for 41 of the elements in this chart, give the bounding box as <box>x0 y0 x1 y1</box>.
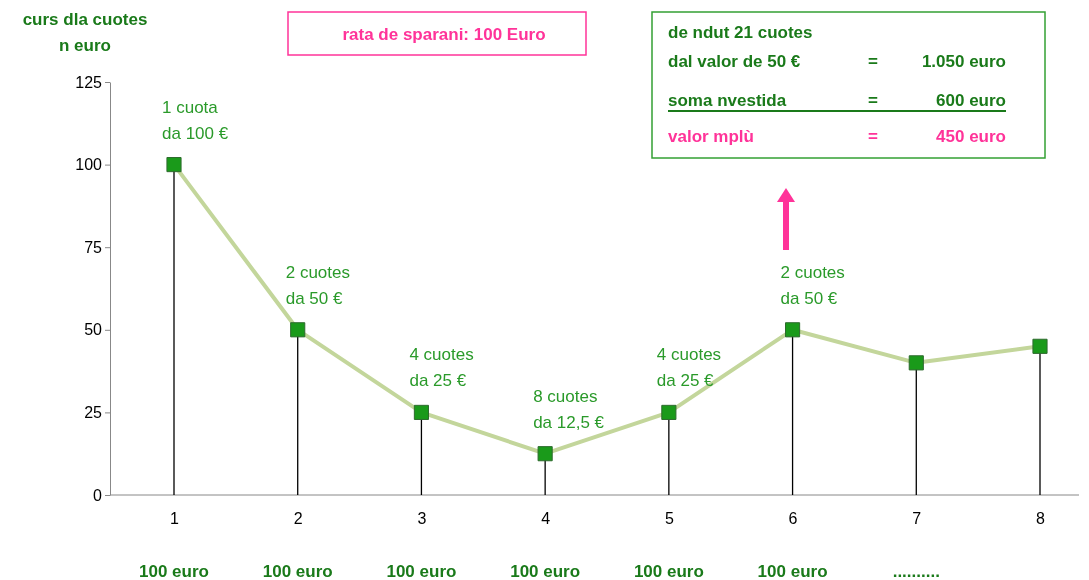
y-tick-label: 0 <box>93 486 103 504</box>
y-axis-title: curs dla cuotes n euro <box>22 10 148 55</box>
text: 100 euro <box>139 562 209 580</box>
text: rata de sparani: 100 Euro <box>342 25 546 44</box>
text: .......... <box>892 562 940 580</box>
text: dal valor de 50 € = 1.050 euro <box>668 52 1006 71</box>
text: 100 euro <box>633 562 704 580</box>
text: soma nvestida = 600 euro <box>668 91 1006 110</box>
y-tick-label: 50 <box>84 321 103 339</box>
y-tick-label: 100 <box>75 156 103 174</box>
point <box>290 322 306 338</box>
point <box>537 446 553 462</box>
point <box>166 157 182 173</box>
y-tick-label: 125 <box>75 73 103 91</box>
point <box>661 404 677 420</box>
x-tick-label: 4 <box>541 509 551 527</box>
x-tick-label: 7 <box>912 509 922 527</box>
annotation: 4 cuotes da 25 € <box>409 345 474 391</box>
x-tick-label: 8 <box>1036 509 1046 527</box>
point <box>413 404 429 420</box>
x-tick-label: 5 <box>664 509 674 527</box>
annotation: 1 cuota da 100 € <box>162 97 229 143</box>
annotation: 8 cuotes da 12,5 € <box>533 386 605 432</box>
text: 100 euro <box>510 562 581 580</box>
x-tick-label: 6 <box>788 509 798 527</box>
y-tick-label: 25 <box>84 404 103 422</box>
x-tick-label: 2 <box>293 509 303 527</box>
y-tick-label: 75 <box>84 238 103 256</box>
point <box>785 322 801 338</box>
text: 100 euro <box>386 562 457 580</box>
annotation: 4 cuotes da 25 € <box>656 345 722 391</box>
x-tick-label: 1 <box>170 509 180 527</box>
text: 100 euro <box>757 562 828 580</box>
text: de ndut 21 cuotes <box>668 23 813 42</box>
annotation: 2 cuotes da 50 € <box>780 262 845 308</box>
text: valor mplù = 450 euro <box>668 127 1006 146</box>
text: 100 euro <box>262 562 333 580</box>
annotation: 2 cuotes da 50 € <box>285 262 350 308</box>
x-tick-label: 3 <box>417 509 427 527</box>
point <box>1032 338 1048 354</box>
point <box>908 355 924 371</box>
